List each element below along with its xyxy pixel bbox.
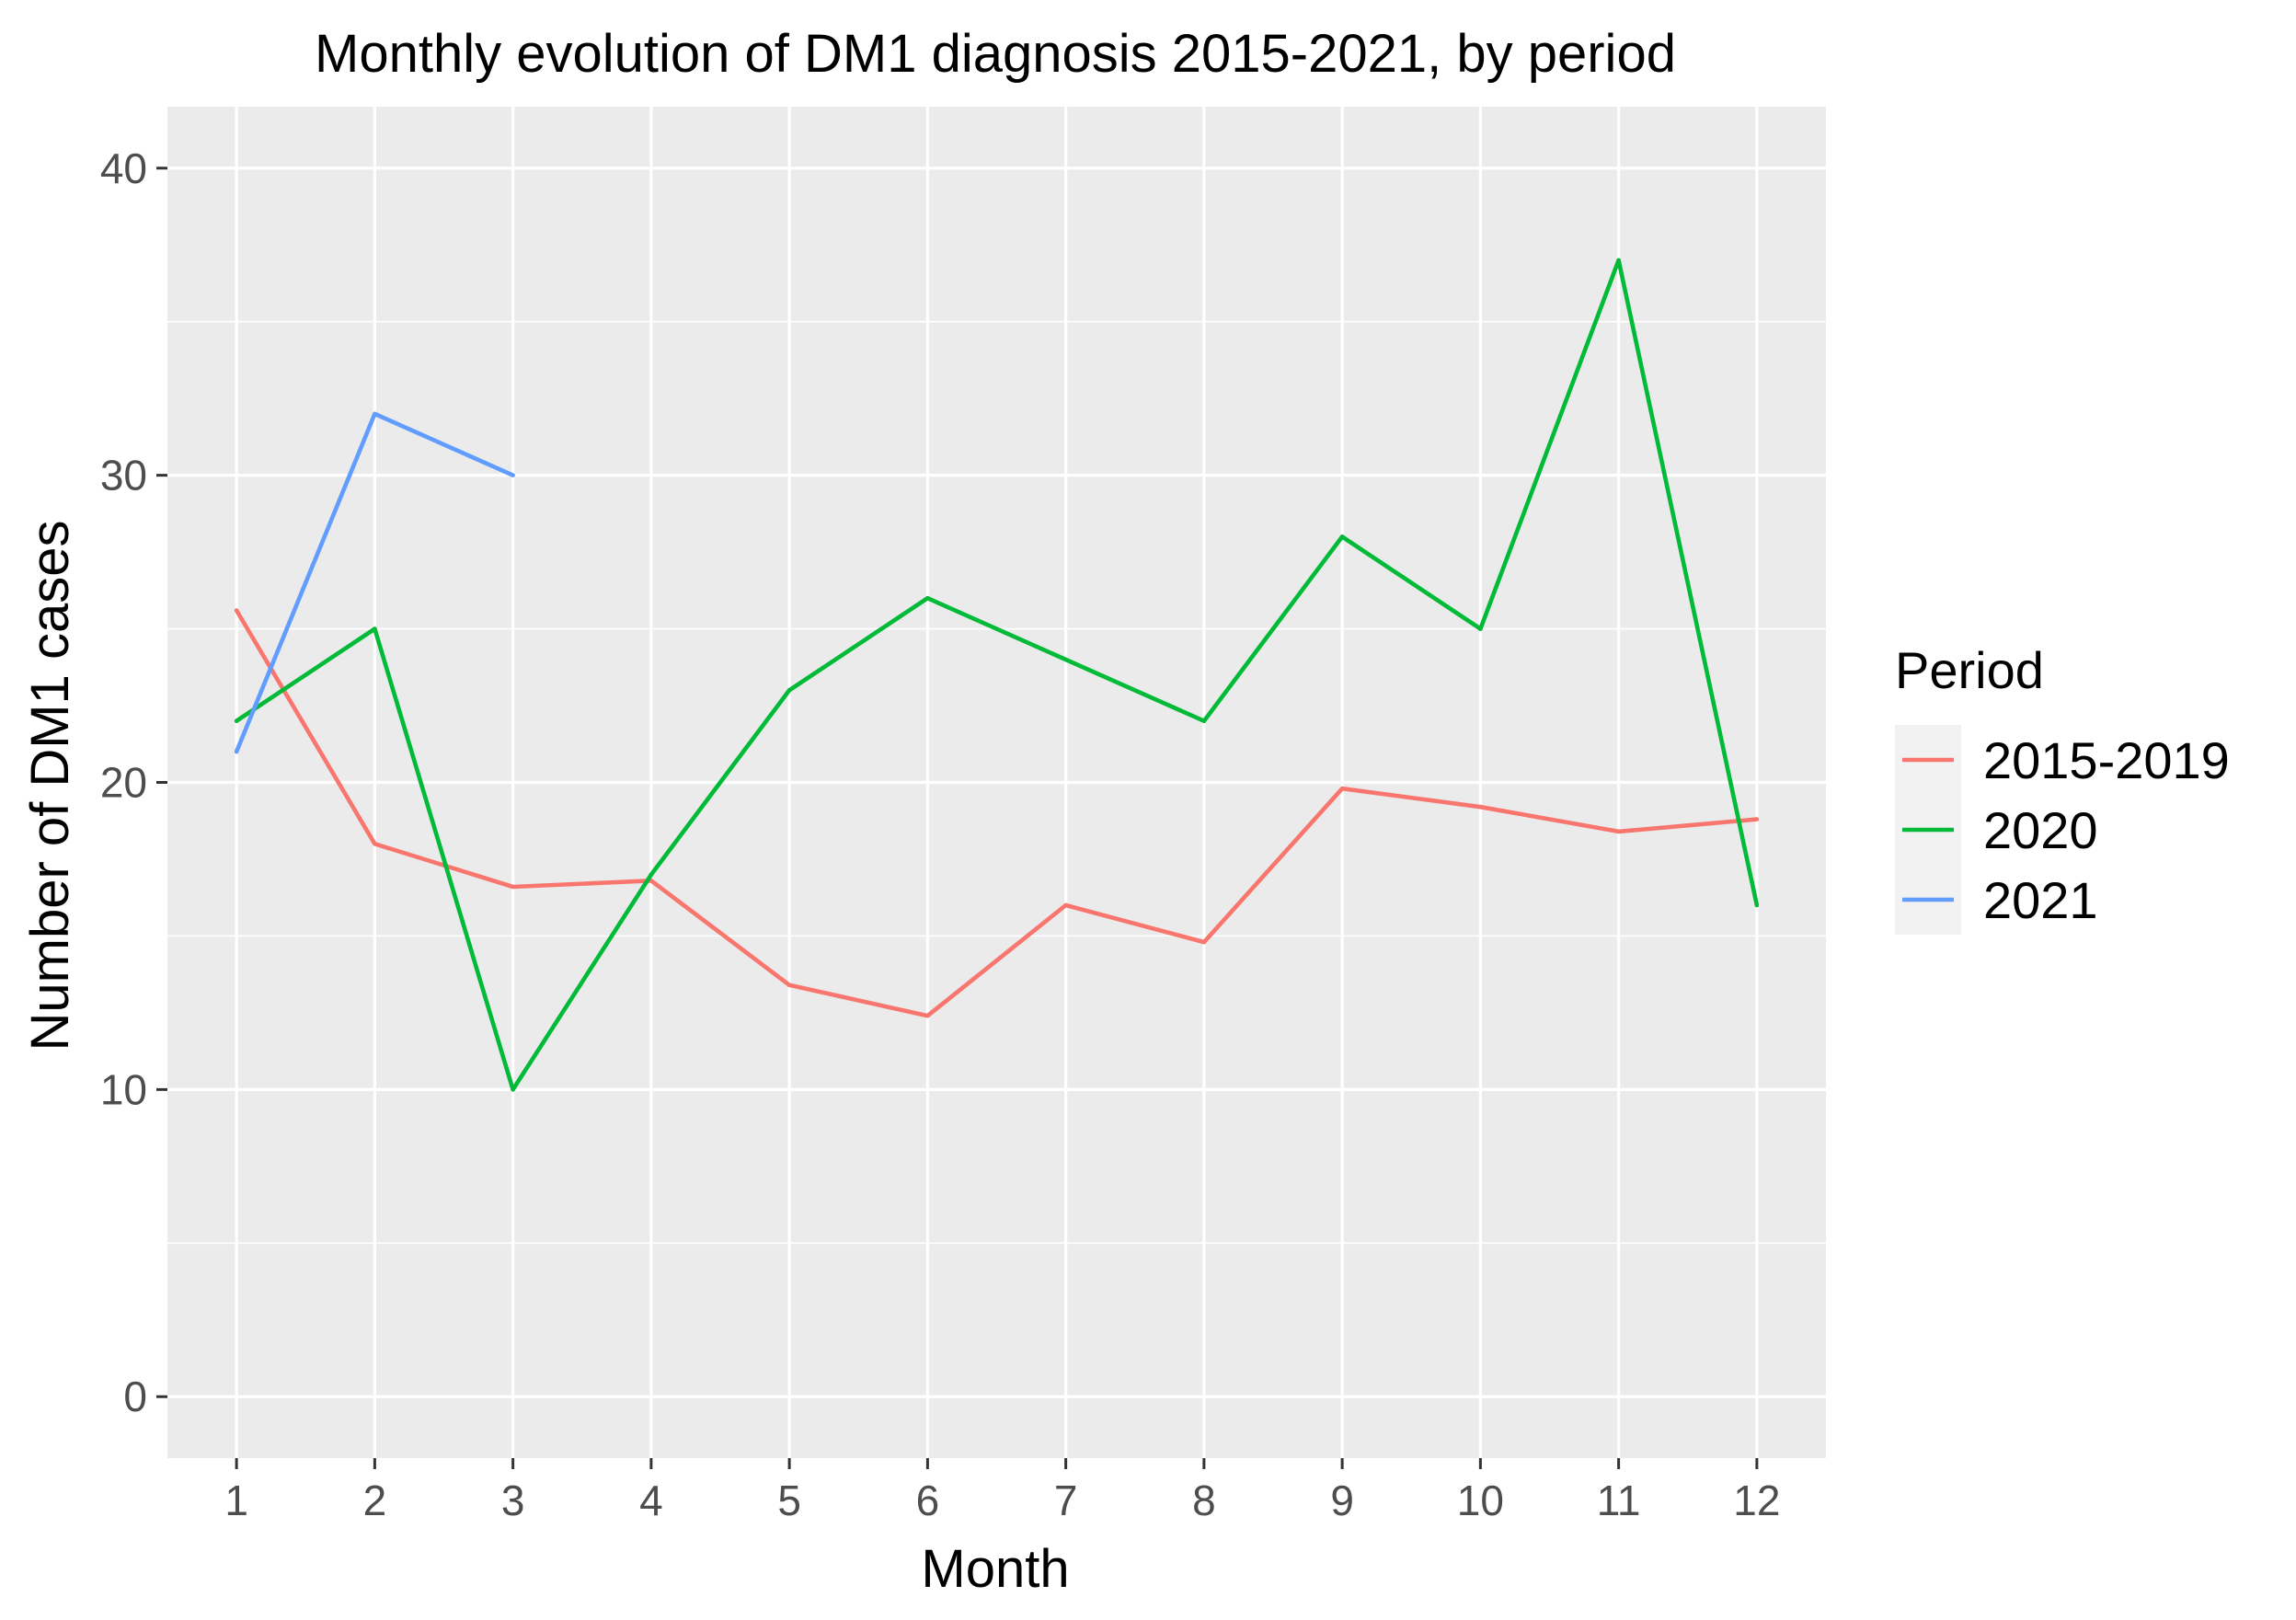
x-tick-label: 8	[1192, 1476, 1216, 1524]
legend-label-2021: 2021	[1983, 871, 2098, 929]
data-point-2015-2019	[1201, 939, 1207, 945]
series-lines	[234, 258, 1760, 1092]
x-tick-label: 11	[1597, 1476, 1641, 1524]
data-point-2020	[511, 1087, 515, 1092]
data-point-2020	[786, 688, 792, 693]
x-tick-label: 10	[1457, 1476, 1504, 1524]
y-tick-label: 20	[100, 759, 147, 807]
data-point-2015-2019	[1339, 786, 1345, 791]
legend-items: 2015-2019 2020 2021	[1895, 725, 2230, 935]
data-point-2021	[234, 749, 239, 754]
legend-label-2015-2019: 2015-2019	[1983, 731, 2230, 789]
data-point-2021	[373, 411, 377, 417]
x-axis-ticks: 1 2 3 4 5 6 7 8 9 10 11 12	[224, 1458, 1780, 1524]
data-point-2021	[511, 473, 515, 477]
x-tick-label: 4	[639, 1476, 663, 1524]
series-line-2015-2019	[235, 609, 1758, 1018]
data-point-2020	[925, 595, 930, 601]
x-tick-label: 12	[1733, 1476, 1780, 1524]
data-point-2015-2019	[373, 841, 377, 846]
data-point-2020	[1339, 534, 1345, 539]
y-tick-label: 10	[100, 1065, 147, 1113]
data-point-2020	[1201, 718, 1207, 724]
legend-label-2020: 2020	[1983, 801, 2098, 859]
data-point-2020	[1063, 657, 1068, 662]
data-point-2020	[649, 872, 654, 877]
x-axis-title: Month	[921, 1539, 1069, 1599]
x-tick-label: 5	[777, 1476, 801, 1524]
data-point-2015-2019	[1478, 804, 1483, 810]
data-point-2015-2019	[1063, 902, 1068, 908]
data-point-2015-2019	[1616, 829, 1621, 834]
series-line-2020	[235, 258, 1760, 1092]
x-tick-label: 2	[363, 1476, 387, 1524]
data-point-2020	[234, 718, 239, 724]
y-tick-label: 0	[123, 1373, 147, 1420]
chart-title: Monthly evolution of DM1 diagnosis 2015-…	[315, 24, 1676, 84]
x-tick-label: 6	[916, 1476, 940, 1524]
x-tick-label: 9	[1330, 1476, 1354, 1524]
data-point-2015-2019	[786, 982, 792, 988]
x-tick-label: 1	[224, 1476, 248, 1524]
legend: Period 2015-2019 2020 2021	[1895, 641, 2230, 935]
data-point-2015-2019	[234, 608, 239, 613]
data-point-2015-2019	[925, 1013, 930, 1018]
y-axis-ticks: 0 10 20 30 40	[100, 144, 167, 1420]
data-point-2020	[1754, 902, 1760, 908]
data-point-2015-2019	[1754, 817, 1760, 821]
data-point-2015-2019	[511, 884, 515, 890]
data-point-2020	[1478, 626, 1483, 631]
legend-title: Period	[1895, 641, 2044, 699]
major-gridlines	[167, 107, 1826, 1458]
y-tick-label: 30	[100, 452, 147, 500]
data-point-2020	[1616, 258, 1621, 263]
y-axis-title: Number of DM1 cases	[20, 521, 80, 1051]
x-tick-label: 3	[501, 1476, 525, 1524]
y-tick-label: 40	[100, 144, 147, 192]
data-point-2020	[373, 626, 377, 631]
x-tick-label: 7	[1054, 1476, 1078, 1524]
